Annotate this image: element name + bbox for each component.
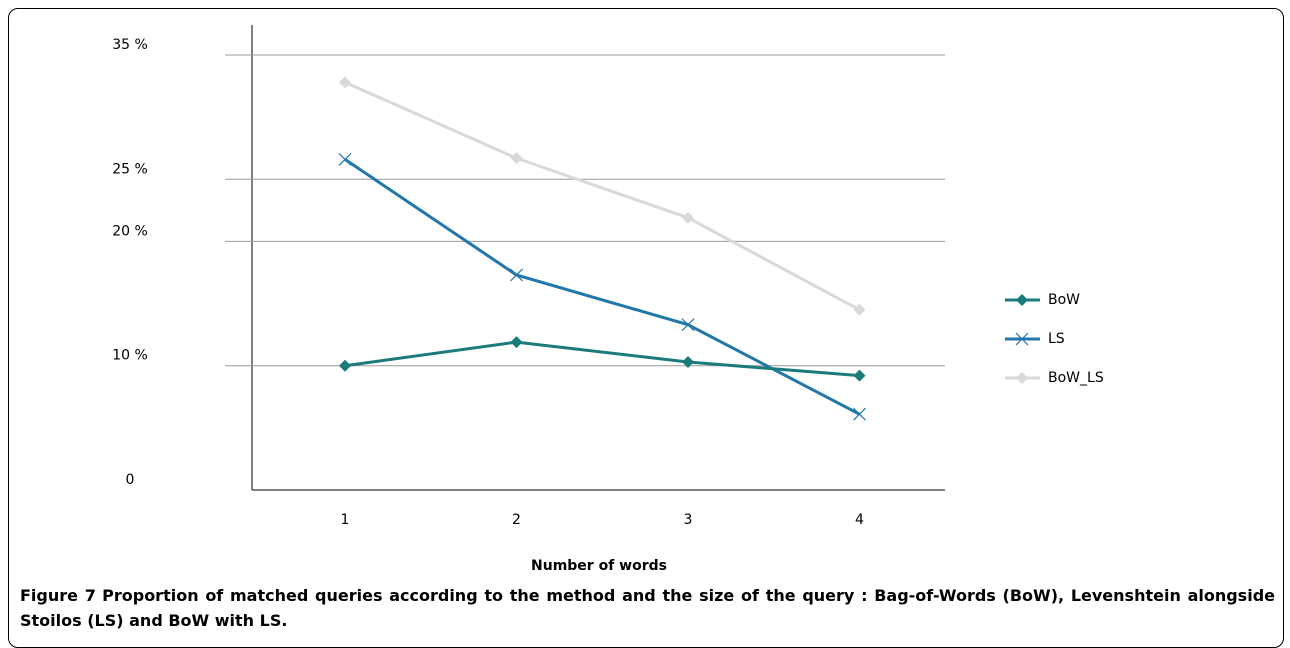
point — [510, 268, 523, 282]
x-tick-label: 4 — [855, 512, 864, 528]
legend-label: BoW — [1048, 292, 1080, 308]
point — [338, 152, 352, 166]
chart: Number of words 0 10 % 20 % 25 % 35 % 1 2 3 4 BoW… — [112, 25, 1104, 574]
y-tick-label: 10 % — [112, 348, 148, 364]
y-tick-label: 25 % — [112, 161, 148, 177]
point — [853, 407, 866, 421]
point — [1016, 372, 1028, 384]
x-tick-label: 2 — [512, 512, 521, 528]
point — [510, 336, 523, 349]
point — [853, 303, 866, 316]
y-tick-label: 0 — [126, 472, 135, 488]
point — [682, 211, 694, 224]
caption-label: Figure 7 — [20, 586, 96, 605]
point — [339, 76, 351, 89]
x-axis-title: Number of words — [531, 558, 667, 574]
series-line — [344, 158, 861, 416]
series-line — [344, 340, 860, 378]
point — [510, 152, 523, 165]
point — [682, 355, 694, 368]
series-line — [344, 80, 861, 312]
caption-text: Proportion of matched queries according … — [20, 586, 1275, 630]
legend-label: LS — [1048, 331, 1065, 347]
point — [339, 359, 351, 372]
point — [853, 369, 866, 382]
caption: Figure 7 Proportion of matched queries a… — [20, 583, 1275, 633]
point — [1016, 294, 1028, 306]
y-tick-label: 35 % — [112, 37, 148, 53]
point — [1015, 332, 1029, 346]
point — [681, 318, 695, 332]
legend-label: BoW_LS — [1048, 370, 1104, 386]
x-tick-label: 1 — [341, 512, 350, 528]
y-tick-label: 20 % — [112, 223, 148, 239]
x-tick-label: 3 — [684, 512, 693, 528]
